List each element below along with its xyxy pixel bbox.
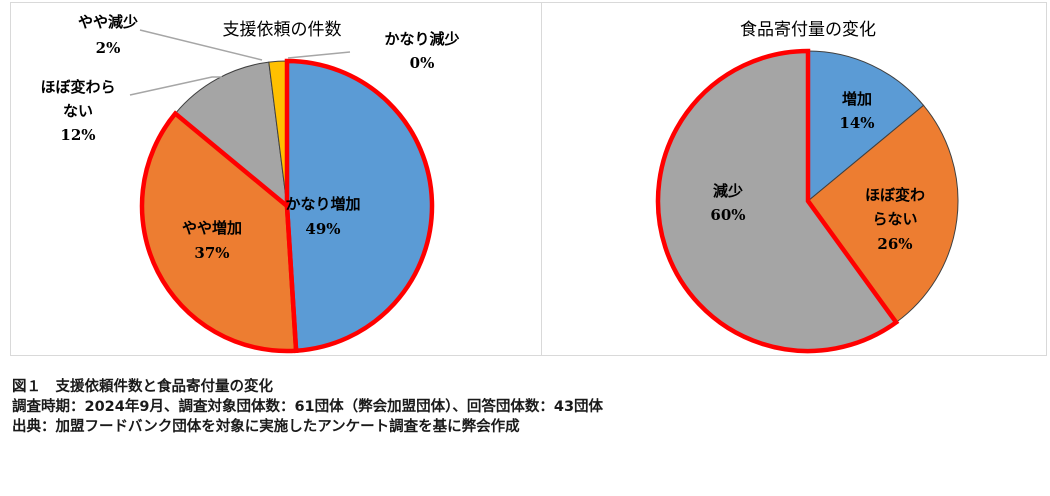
slice-label-hobo2-line1: ほぼ変わ [865, 186, 925, 204]
slice-label-kanari-zouka: かなり増加 [285, 195, 360, 213]
slice-label-hobo-line1: ほぼ変わら [40, 78, 115, 96]
figure-caption: 図１ 支援依頼件数と食品寄付量の変化 調査時期：2024年9月、調査対象団体数：… [12, 377, 603, 437]
slice-value-kanari-genshou: 0% [410, 54, 435, 72]
slice-label-kanari-genshou: かなり減少 [384, 30, 459, 48]
caption-survey-info: 調査時期：2024年9月、調査対象団体数：61団体（弊会加盟団体）、回答団体数：… [12, 399, 604, 415]
highlight-outline-2-2 [655, 48, 900, 354]
chart2-title: 食品寄付量の変化 [740, 20, 876, 40]
chart-divider [541, 2, 542, 356]
slice-value-genshou: 60% [710, 206, 745, 224]
leader-line-yaya-genshou [139, 29, 263, 61]
slice-value-kanari-zouka: 49% [305, 220, 340, 238]
slice-value-yaya-genshou: 2% [96, 39, 121, 57]
caption-title: 図１ 支援依頼件数と食品寄付量の変化 [12, 379, 273, 395]
slice-value-zouka: 14% [839, 114, 874, 132]
pie-slice-2-0 [807, 50, 925, 203]
caption-source: 出典：加盟フードバンク団体を対象に実施したアンケート調査を基に弊会作成 [12, 419, 520, 435]
slice-label-hobo-line2: ない [63, 102, 93, 120]
chart1-title: 支援依頼の件数 [223, 20, 342, 40]
slice-label-genshou: 減少 [713, 182, 743, 200]
slice-label-yaya-zouka: やや増加 [182, 219, 242, 237]
pie-slice-1-2 [174, 61, 288, 208]
highlight-outline-1-0 [284, 58, 435, 354]
slice-label-hobo2-line2: らない [872, 210, 917, 228]
food-donation-pie-chart: 食品寄付量の変化 増加 14% ほぼ変わ らない 26% 減少 60% [655, 20, 959, 354]
leader-line-kanari-genshou [287, 51, 351, 59]
pie-slice-2-1 [807, 104, 959, 324]
slice-label-yaya-genshou: やや減少 [78, 13, 138, 31]
slice-value-hobo2: 26% [877, 235, 912, 253]
highlight-outline-1-1 [139, 110, 299, 354]
slice-value-hobo: 12% [60, 126, 95, 144]
support-requests-pie-chart: 支援依頼の件数 かなり増加 49% やや増加 37% ほぼ変わら ない 12% … [40, 13, 460, 354]
charts-frame [10, 2, 1047, 356]
pie-charts: 支援依頼の件数 かなり増加 49% やや増加 37% ほぼ変わら ない 12% … [40, 13, 959, 354]
leader-line-hobo [129, 76, 222, 96]
slice-value-yaya-zouka: 37% [194, 244, 229, 262]
slice-label-zouka: 増加 [842, 90, 872, 108]
